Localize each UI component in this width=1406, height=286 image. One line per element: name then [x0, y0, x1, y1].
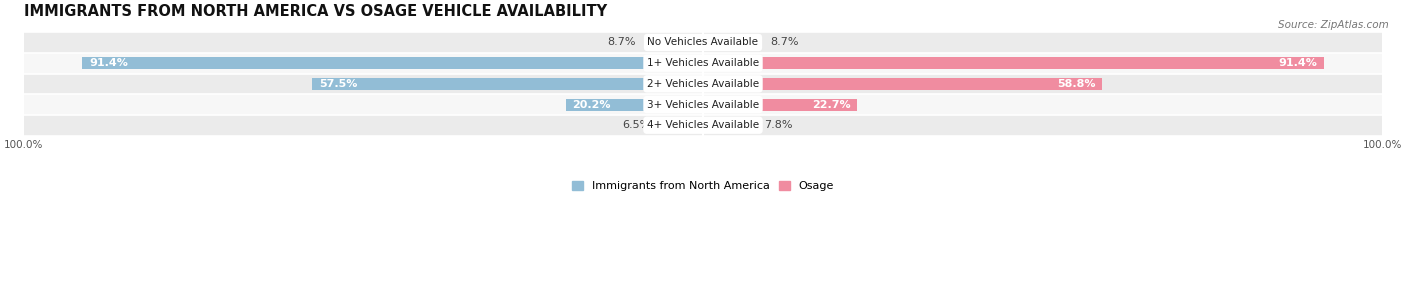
- Text: 7.8%: 7.8%: [763, 120, 793, 130]
- Text: 58.8%: 58.8%: [1057, 79, 1095, 89]
- Text: Source: ZipAtlas.com: Source: ZipAtlas.com: [1278, 20, 1389, 30]
- Bar: [703, 119, 756, 131]
- Text: 20.2%: 20.2%: [572, 100, 612, 110]
- Text: IMMIGRANTS FROM NORTH AMERICA VS OSAGE VEHICLE AVAILABILITY: IMMIGRANTS FROM NORTH AMERICA VS OSAGE V…: [24, 4, 607, 19]
- Bar: [703, 99, 858, 111]
- Bar: [83, 57, 703, 69]
- Bar: [644, 37, 703, 48]
- Text: 8.7%: 8.7%: [607, 37, 636, 47]
- Bar: [24, 32, 1382, 53]
- Bar: [24, 94, 1382, 115]
- Bar: [703, 78, 1102, 90]
- Legend: Immigrants from North America, Osage: Immigrants from North America, Osage: [572, 181, 834, 191]
- Text: 6.5%: 6.5%: [623, 120, 651, 130]
- Text: No Vehicles Available: No Vehicles Available: [648, 37, 758, 47]
- Bar: [312, 78, 703, 90]
- Text: 8.7%: 8.7%: [770, 37, 799, 47]
- Bar: [24, 53, 1382, 74]
- Bar: [703, 37, 762, 48]
- Bar: [565, 99, 703, 111]
- Text: 1+ Vehicles Available: 1+ Vehicles Available: [647, 58, 759, 68]
- Bar: [24, 74, 1382, 94]
- Text: 3+ Vehicles Available: 3+ Vehicles Available: [647, 100, 759, 110]
- Bar: [24, 115, 1382, 136]
- Text: 91.4%: 91.4%: [89, 58, 128, 68]
- Text: 91.4%: 91.4%: [1278, 58, 1317, 68]
- Bar: [659, 119, 703, 131]
- Text: 22.7%: 22.7%: [811, 100, 851, 110]
- Text: 2+ Vehicles Available: 2+ Vehicles Available: [647, 79, 759, 89]
- Text: 57.5%: 57.5%: [319, 79, 357, 89]
- Bar: [703, 57, 1323, 69]
- Text: 4+ Vehicles Available: 4+ Vehicles Available: [647, 120, 759, 130]
